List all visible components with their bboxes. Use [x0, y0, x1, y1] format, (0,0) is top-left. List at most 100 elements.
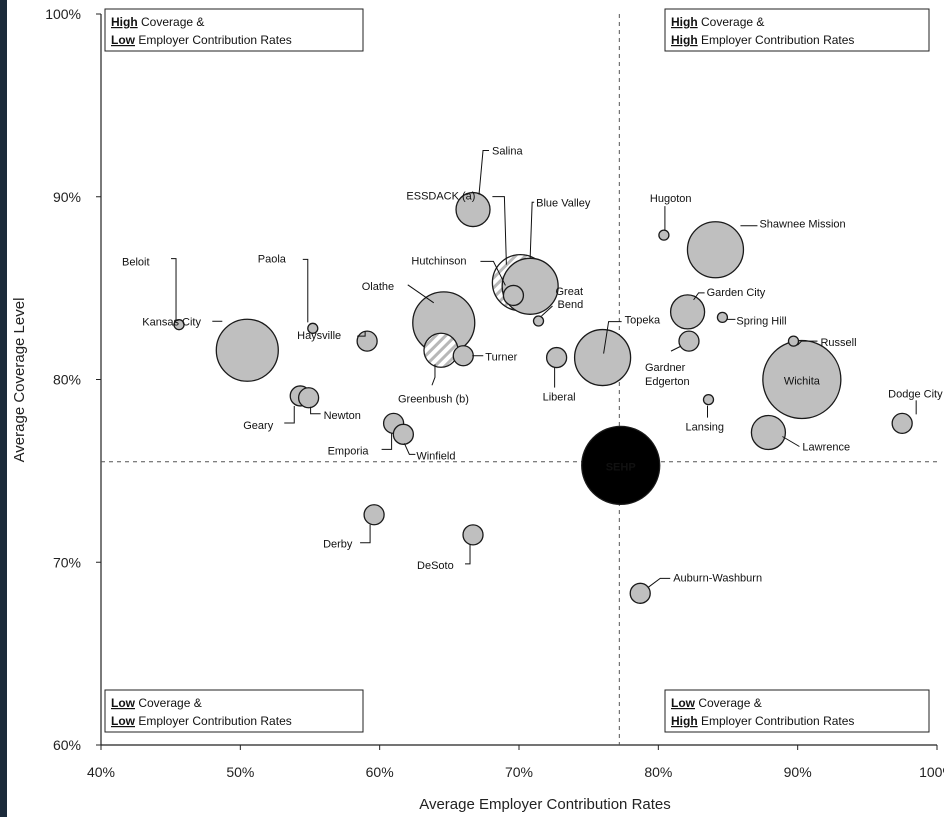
- label-auburn-washburn: Auburn-Washburn: [673, 572, 762, 584]
- svg-text:High Coverage &: High Coverage &: [111, 15, 204, 29]
- leader-auburn-washburn: [647, 577, 671, 588]
- bubble-layer: [173, 191, 913, 604]
- svg-text:Low Employer Contribution Rate: Low Employer Contribution Rates: [111, 33, 292, 47]
- label-newton: Newton: [324, 410, 361, 422]
- y-tick-label: 60%: [53, 737, 81, 753]
- bubble-chart: 40%50%60%70%80%90%100% 60%70%80%90%100% …: [11, 6, 944, 813]
- quadrant-box-bottom-left: Low Coverage & Low Employer Contribution…: [104, 689, 364, 733]
- y-tick-label: 70%: [53, 554, 81, 570]
- svg-text:High Coverage &: High Coverage &: [671, 15, 764, 29]
- y-tick-label: 80%: [53, 372, 81, 388]
- x-tick-label: 50%: [226, 764, 254, 780]
- bubble-shawnee-mission: [686, 221, 745, 279]
- bubble-turner: [452, 345, 474, 367]
- bubble-auburn-washburn: [629, 582, 651, 604]
- leader-salina: [478, 150, 490, 195]
- leader-hutchinson: [480, 260, 506, 286]
- leader-topeka: [603, 321, 622, 354]
- quadrant-br-line1-bold: Low: [671, 696, 696, 710]
- x-tick-label: 80%: [644, 764, 672, 780]
- leader-emporia: [381, 433, 393, 450]
- quadrant-tr-line2-rest: Employer Contribution Rates: [698, 33, 855, 47]
- x-tick-label: 70%: [505, 764, 533, 780]
- leader-haysville: [357, 331, 366, 337]
- svg-text:Low Coverage &: Low Coverage &: [111, 696, 202, 710]
- bubble-great-bend: [532, 315, 545, 327]
- bubble-hugoton: [658, 229, 670, 241]
- bubble-spring-hill: [716, 311, 729, 324]
- label-garden-city: Garden City: [707, 287, 766, 299]
- leader-essdack-a: [492, 196, 507, 265]
- x-tick-label: 60%: [366, 764, 394, 780]
- label-haysville: Haysville: [297, 330, 341, 342]
- leader-garden-city: [693, 292, 705, 301]
- leader-winfield: [403, 443, 416, 455]
- label-blue-valley: Blue Valley: [536, 197, 591, 209]
- bubble-hutchinson: [502, 284, 525, 307]
- leader-derby: [360, 524, 371, 544]
- bubble-dodge-city: [891, 412, 913, 435]
- bubble-winfield: [392, 423, 415, 445]
- label-dodge-city: Dodge City: [888, 388, 943, 400]
- leader-gardner-edgerton: [670, 345, 682, 352]
- label-spring-hill: Spring Hill: [736, 315, 786, 327]
- svg-text:High Employer Contribution Rat: High Employer Contribution Rates: [671, 33, 854, 47]
- bubble-lawrence: [750, 414, 787, 451]
- svg-text:Low Coverage &: Low Coverage &: [671, 696, 762, 710]
- quadrant-tl-line2-bold: Low: [111, 33, 136, 47]
- label-lansing: Lansing: [685, 422, 724, 434]
- bubble-sehp: [581, 425, 661, 506]
- bubble-desoto: [462, 524, 484, 546]
- bubble-topeka: [573, 328, 632, 387]
- chart-frame: 40%50%60%70%80%90%100% 60%70%80%90%100% …: [7, 0, 944, 817]
- leader-greenbush-b: [431, 364, 436, 386]
- bubble-russell: [787, 335, 800, 347]
- svg-text:High Employer Contribution Rat: High Employer Contribution Rates: [671, 714, 854, 728]
- leader-blue-valley: [529, 201, 535, 259]
- label-kansas-city: Kansas City: [142, 316, 201, 328]
- label-hutchinson: Hutchinson: [411, 255, 466, 267]
- quadrant-tr-line1-rest: Coverage &: [698, 15, 765, 29]
- quadrant-tl-line2-rest: Employer Contribution Rates: [135, 33, 292, 47]
- label-lawrence: Lawrence: [802, 441, 850, 453]
- x-axis-title: Average Employer Contribution Rates: [419, 796, 671, 813]
- leader-lawrence: [782, 436, 800, 447]
- label-essdack-a: ESSDACK (a): [406, 191, 475, 203]
- label-greenbush-b: Greenbush (b): [398, 393, 469, 405]
- leader-paola: [302, 258, 309, 323]
- label-beloit: Beloit: [122, 257, 150, 269]
- bubble-wichita: [762, 339, 842, 420]
- label-hugoton: Hugoton: [650, 193, 692, 205]
- bubble-beloit: [173, 319, 185, 331]
- quadrant-bl-line2-bold: Low: [111, 714, 136, 728]
- bubble-derby: [363, 504, 385, 526]
- bubble-kansas-city: [215, 318, 279, 382]
- bubble-liberal: [545, 346, 568, 369]
- label-wichita: Wichita: [784, 376, 821, 388]
- label-olathe: Olathe: [362, 281, 394, 293]
- y-tick-label: 100%: [45, 6, 81, 22]
- quadrant-br-line2-rest: Employer Contribution Rates: [698, 714, 855, 728]
- quadrant-tl-line1-bold: High: [111, 15, 138, 29]
- quadrant-tl-line1-rest: Coverage &: [138, 15, 205, 29]
- label-liberal: Liberal: [543, 392, 576, 404]
- label-topeka: Topeka: [625, 315, 661, 327]
- quadrant-box-top-left: High Coverage & Low Employer Contributio…: [104, 8, 364, 52]
- quadrant-bl-line1-bold: Low: [111, 696, 136, 710]
- svg-text:Low Employer Contribution Rate: Low Employer Contribution Rates: [111, 714, 292, 728]
- label-turner: Turner: [485, 352, 517, 364]
- quadrant-br-line2-bold: High: [671, 714, 698, 728]
- quadrant-box-top-right: High Coverage & High Employer Contributi…: [664, 8, 930, 52]
- y-axis-title: Average Coverage Level: [11, 298, 28, 463]
- x-tick-label: 100%: [919, 764, 944, 780]
- bubble-label-layer: Beloit Paola Kansas City Haysville Olathe Gre…: [122, 146, 943, 585]
- bubble-paola: [307, 322, 319, 334]
- bubble-salina: [455, 191, 491, 228]
- leader-geary: [284, 405, 295, 424]
- quadrant-box-bottom-right: Low Coverage & High Employer Contributio…: [664, 689, 930, 733]
- label-geary: Geary: [243, 420, 273, 432]
- quadrant-tr-line2-bold: High: [671, 33, 698, 47]
- label-great-bend: Great Bend: [556, 286, 584, 311]
- bubble-garden-city: [669, 294, 706, 330]
- label-sehp: SEHP: [606, 461, 636, 473]
